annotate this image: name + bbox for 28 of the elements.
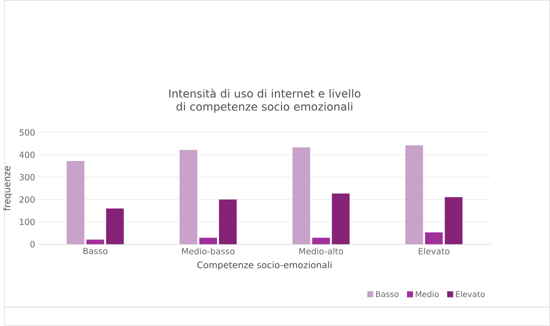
x-tick-label: Basso [83,248,108,254]
x-tick-label: Elevato [418,248,450,255]
y-tick-label: 400 [19,152,35,158]
bar [106,208,124,244]
y-tick-label: 200 [20,196,35,203]
bar [332,194,350,244]
y-tick-label: 500 [20,129,35,136]
bar [444,197,462,244]
x-tick-label: Medio-basso [182,248,234,255]
bar [425,232,443,244]
x-tick-label: Medio-alto [299,248,344,255]
bar [292,147,310,244]
y-tick-label: 0 [30,241,35,248]
legend-label: Basso [376,291,399,298]
legend-label: Elevato [456,291,485,298]
y-axis-title: frequenze [3,166,12,211]
bar [218,200,237,244]
y-tick-label: 100 [20,218,35,226]
bar [405,145,424,244]
y-tick-label: 300 [20,174,35,180]
bar [86,240,104,244]
x-axis-title: Competenze socio-emozionali [197,261,332,270]
legend-label: Medio [416,291,439,298]
bar [199,238,217,244]
bar [312,238,330,244]
chart-title: Intensità di uso di internet e livello di competenze socio emozionali [169,88,360,113]
bar [66,161,84,244]
bar [180,150,198,244]
